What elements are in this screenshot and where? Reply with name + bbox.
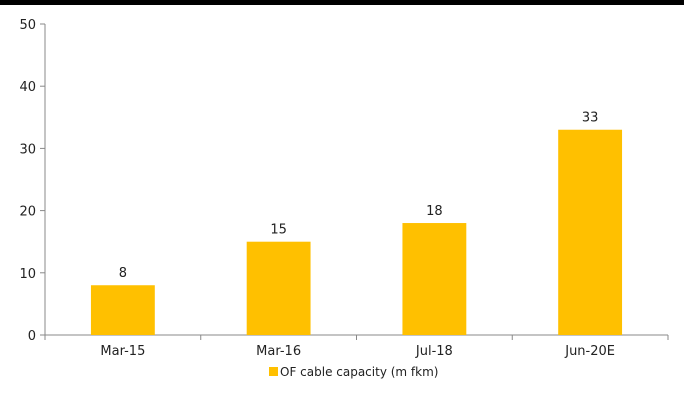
legend-label: OF cable capacity (m fkm) (280, 365, 438, 379)
y-tick-label: 50 (19, 18, 36, 33)
y-axis: 0 10 20 30 40 50 (19, 18, 46, 344)
bar (558, 129, 623, 335)
bar (402, 223, 467, 335)
data-label: 18 (426, 204, 443, 219)
x-tick-label: Jul-18 (415, 344, 453, 359)
x-axis: Mar-15 Mar-16 Jul-18 Jun-20E (44, 334, 669, 359)
x-tick-label: Mar-15 (100, 344, 145, 359)
top-border-rule (0, 0, 684, 5)
data-label: 33 (582, 111, 599, 126)
legend: OF cable capacity (m fkm) (269, 365, 438, 379)
bars (90, 129, 623, 335)
data-labels: 8 15 18 33 (119, 111, 599, 281)
legend-swatch (269, 367, 278, 376)
x-tick-label: Mar-16 (256, 344, 301, 359)
y-tick-label: 10 (19, 267, 36, 282)
bar (246, 241, 311, 335)
data-label: 15 (270, 223, 287, 238)
y-tick-label: 30 (19, 142, 36, 157)
y-tick-label: 20 (19, 205, 36, 220)
y-tick-label: 0 (28, 329, 36, 344)
x-tick-label: Jun-20E (564, 344, 615, 359)
data-label: 8 (119, 266, 127, 281)
bar (90, 285, 155, 335)
y-tick-label: 40 (19, 80, 36, 95)
